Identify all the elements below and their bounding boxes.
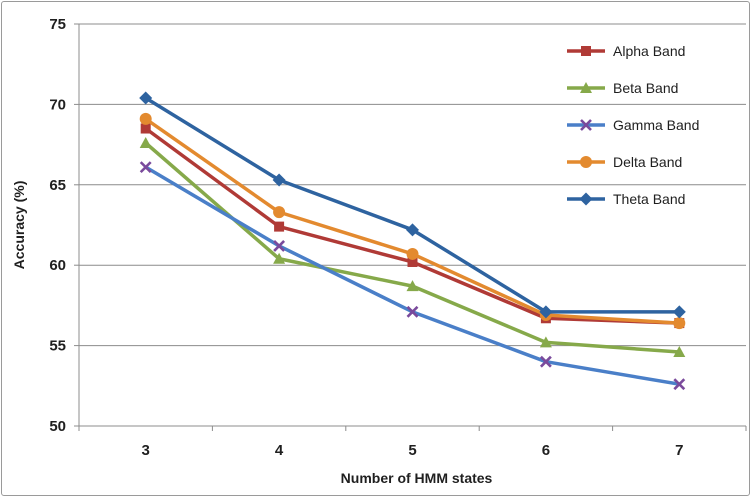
data-point xyxy=(672,305,686,319)
data-point xyxy=(272,173,286,187)
data-point xyxy=(407,256,418,267)
y-tick-label: 65 xyxy=(49,177,66,194)
data-point-stroke xyxy=(539,355,552,368)
data-point-stroke xyxy=(580,119,592,131)
y-tick-label: 60 xyxy=(49,257,66,274)
legend: Alpha Band Beta Band Gamma Band Delta Band T… xyxy=(567,43,699,207)
data-point xyxy=(539,355,552,368)
series-layer xyxy=(139,91,686,391)
series-gamma-band xyxy=(139,161,686,391)
legend-item: Gamma Band xyxy=(567,117,699,133)
y-tick-label: 70 xyxy=(49,96,66,113)
data-point xyxy=(406,223,419,237)
data-point-stroke xyxy=(673,378,686,391)
legend-label: Delta Band xyxy=(613,154,682,170)
data-point xyxy=(539,336,552,348)
series-line xyxy=(144,96,680,314)
data-point xyxy=(273,239,286,252)
data-point xyxy=(406,247,419,260)
axis-layer: 50 55 60 65 70 75 3 4 5 6 7 xyxy=(49,16,747,459)
data-point xyxy=(406,280,419,292)
legend-item: Delta Band xyxy=(567,154,682,170)
y-axis-title: Accuracy (%) xyxy=(11,181,27,270)
data-point xyxy=(580,156,592,168)
y-tick-label: 50 xyxy=(49,418,66,435)
x-tick-label: 5 xyxy=(408,442,416,459)
legend-item: Alpha Band xyxy=(567,43,685,59)
data-point xyxy=(139,112,152,125)
x-tick-label: 7 xyxy=(675,442,683,459)
data-point xyxy=(273,206,286,219)
data-point xyxy=(581,46,591,56)
data-point xyxy=(274,221,285,232)
data-point xyxy=(580,82,592,93)
legend-label: Theta Band xyxy=(613,191,685,207)
data-point-stroke xyxy=(406,305,419,318)
data-point xyxy=(273,252,286,264)
y-tick-label: 55 xyxy=(49,338,66,355)
series-line xyxy=(144,117,680,325)
y-tick-label: 75 xyxy=(49,16,66,33)
data-point xyxy=(579,192,593,206)
data-point xyxy=(139,91,153,105)
legend-item: Theta Band xyxy=(567,191,685,207)
data-point-stroke xyxy=(139,161,152,174)
x-axis-title: Number of HMM states xyxy=(341,470,493,486)
series-theta-band xyxy=(139,91,686,319)
x-tick-label: 6 xyxy=(542,442,550,459)
data-point xyxy=(140,123,151,134)
legend-label: Alpha Band xyxy=(613,43,685,59)
data-point xyxy=(673,346,686,358)
x-tick-label: 3 xyxy=(142,442,150,459)
legend-label: Beta Band xyxy=(613,80,678,96)
data-point xyxy=(673,317,686,330)
legend-item: Beta Band xyxy=(567,80,678,96)
x-tick-label: 4 xyxy=(275,442,284,459)
data-point xyxy=(539,305,553,319)
data-point xyxy=(139,161,152,174)
data-point xyxy=(406,305,419,318)
legend-label: Gamma Band xyxy=(613,117,699,133)
data-point xyxy=(673,378,686,391)
data-point xyxy=(139,136,152,148)
data-point-stroke xyxy=(273,239,286,252)
data-point xyxy=(580,119,592,131)
